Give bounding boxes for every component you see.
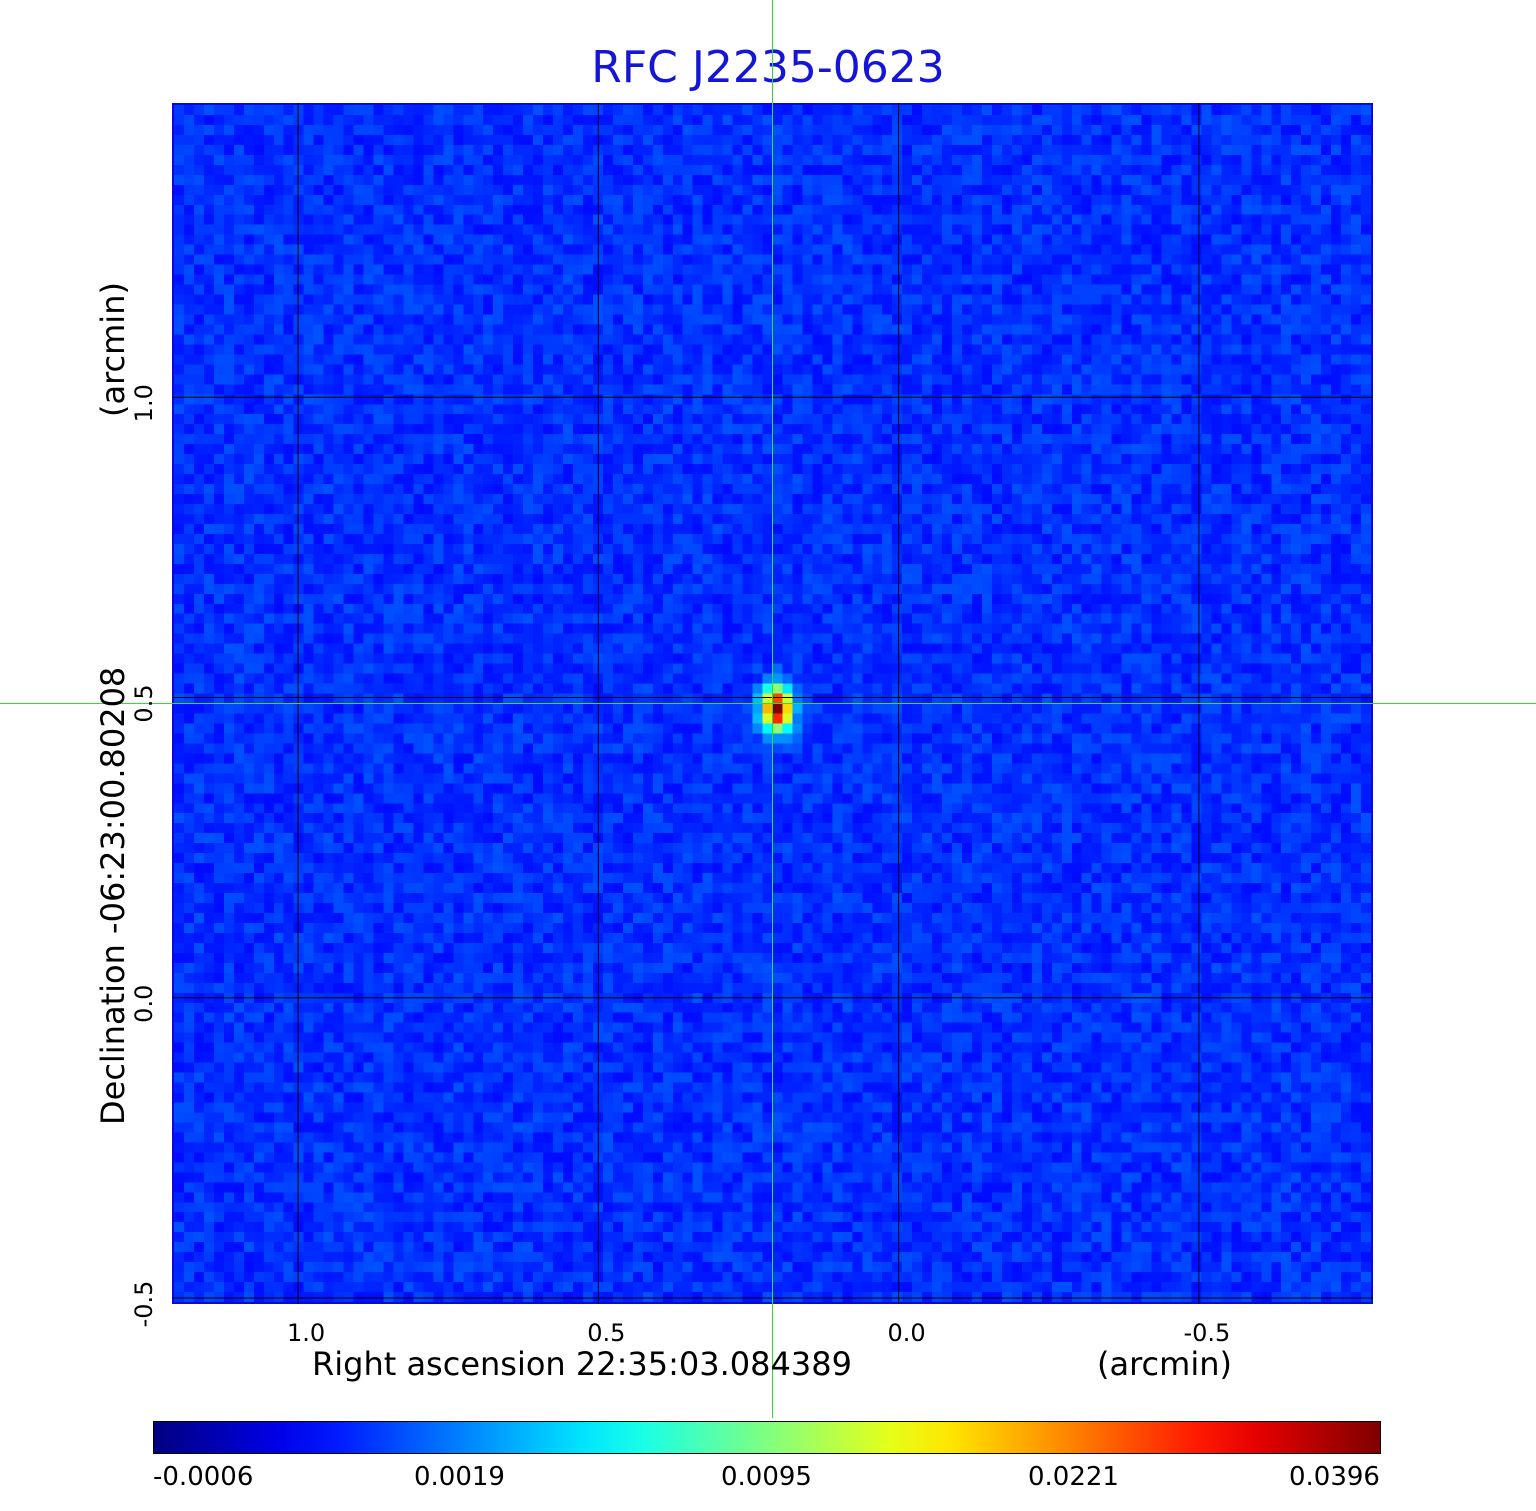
x-tick-label: -0.5	[1183, 1319, 1230, 1347]
x-tick-label: 0.0	[888, 1319, 926, 1347]
x-axis-unit: (arcmin)	[1097, 1345, 1232, 1383]
chart-title: RFC J2235-0623	[591, 42, 945, 93]
colorbar-tick-label: 0.0095	[721, 1462, 812, 1492]
colorbar-tick-label: 0.0396	[1289, 1462, 1380, 1492]
x-tick-label: 1.0	[287, 1319, 325, 1347]
y-axis-unit: (arcmin)	[94, 282, 132, 417]
y-tick-label: 1.0	[130, 384, 158, 422]
x-tick-labels: 1.0 0.5 0.0 -0.5	[287, 1319, 1230, 1347]
radio-image-heatmap	[174, 105, 1371, 1302]
y-tick-labels: -0.5 0.0 0.5 1.0	[130, 384, 158, 1327]
y-axis-label: Declination -06:23:00.80208	[94, 667, 132, 1125]
x-tick-label: 0.5	[587, 1319, 625, 1347]
colorbar-tick-label: 0.0221	[1028, 1462, 1119, 1492]
colorbar-tick-label: -0.0006	[153, 1462, 254, 1492]
image-plot-area[interactable]	[172, 103, 1373, 1304]
y-tick-label: -0.5	[130, 1281, 158, 1328]
y-tick-label: 0.5	[130, 684, 158, 722]
x-axis-label: Right ascension 22:35:03.084389	[312, 1345, 852, 1383]
y-tick-label: 0.0	[130, 985, 158, 1023]
colorbar	[153, 1421, 1381, 1454]
colorbar-tick-label: 0.0019	[414, 1462, 505, 1492]
